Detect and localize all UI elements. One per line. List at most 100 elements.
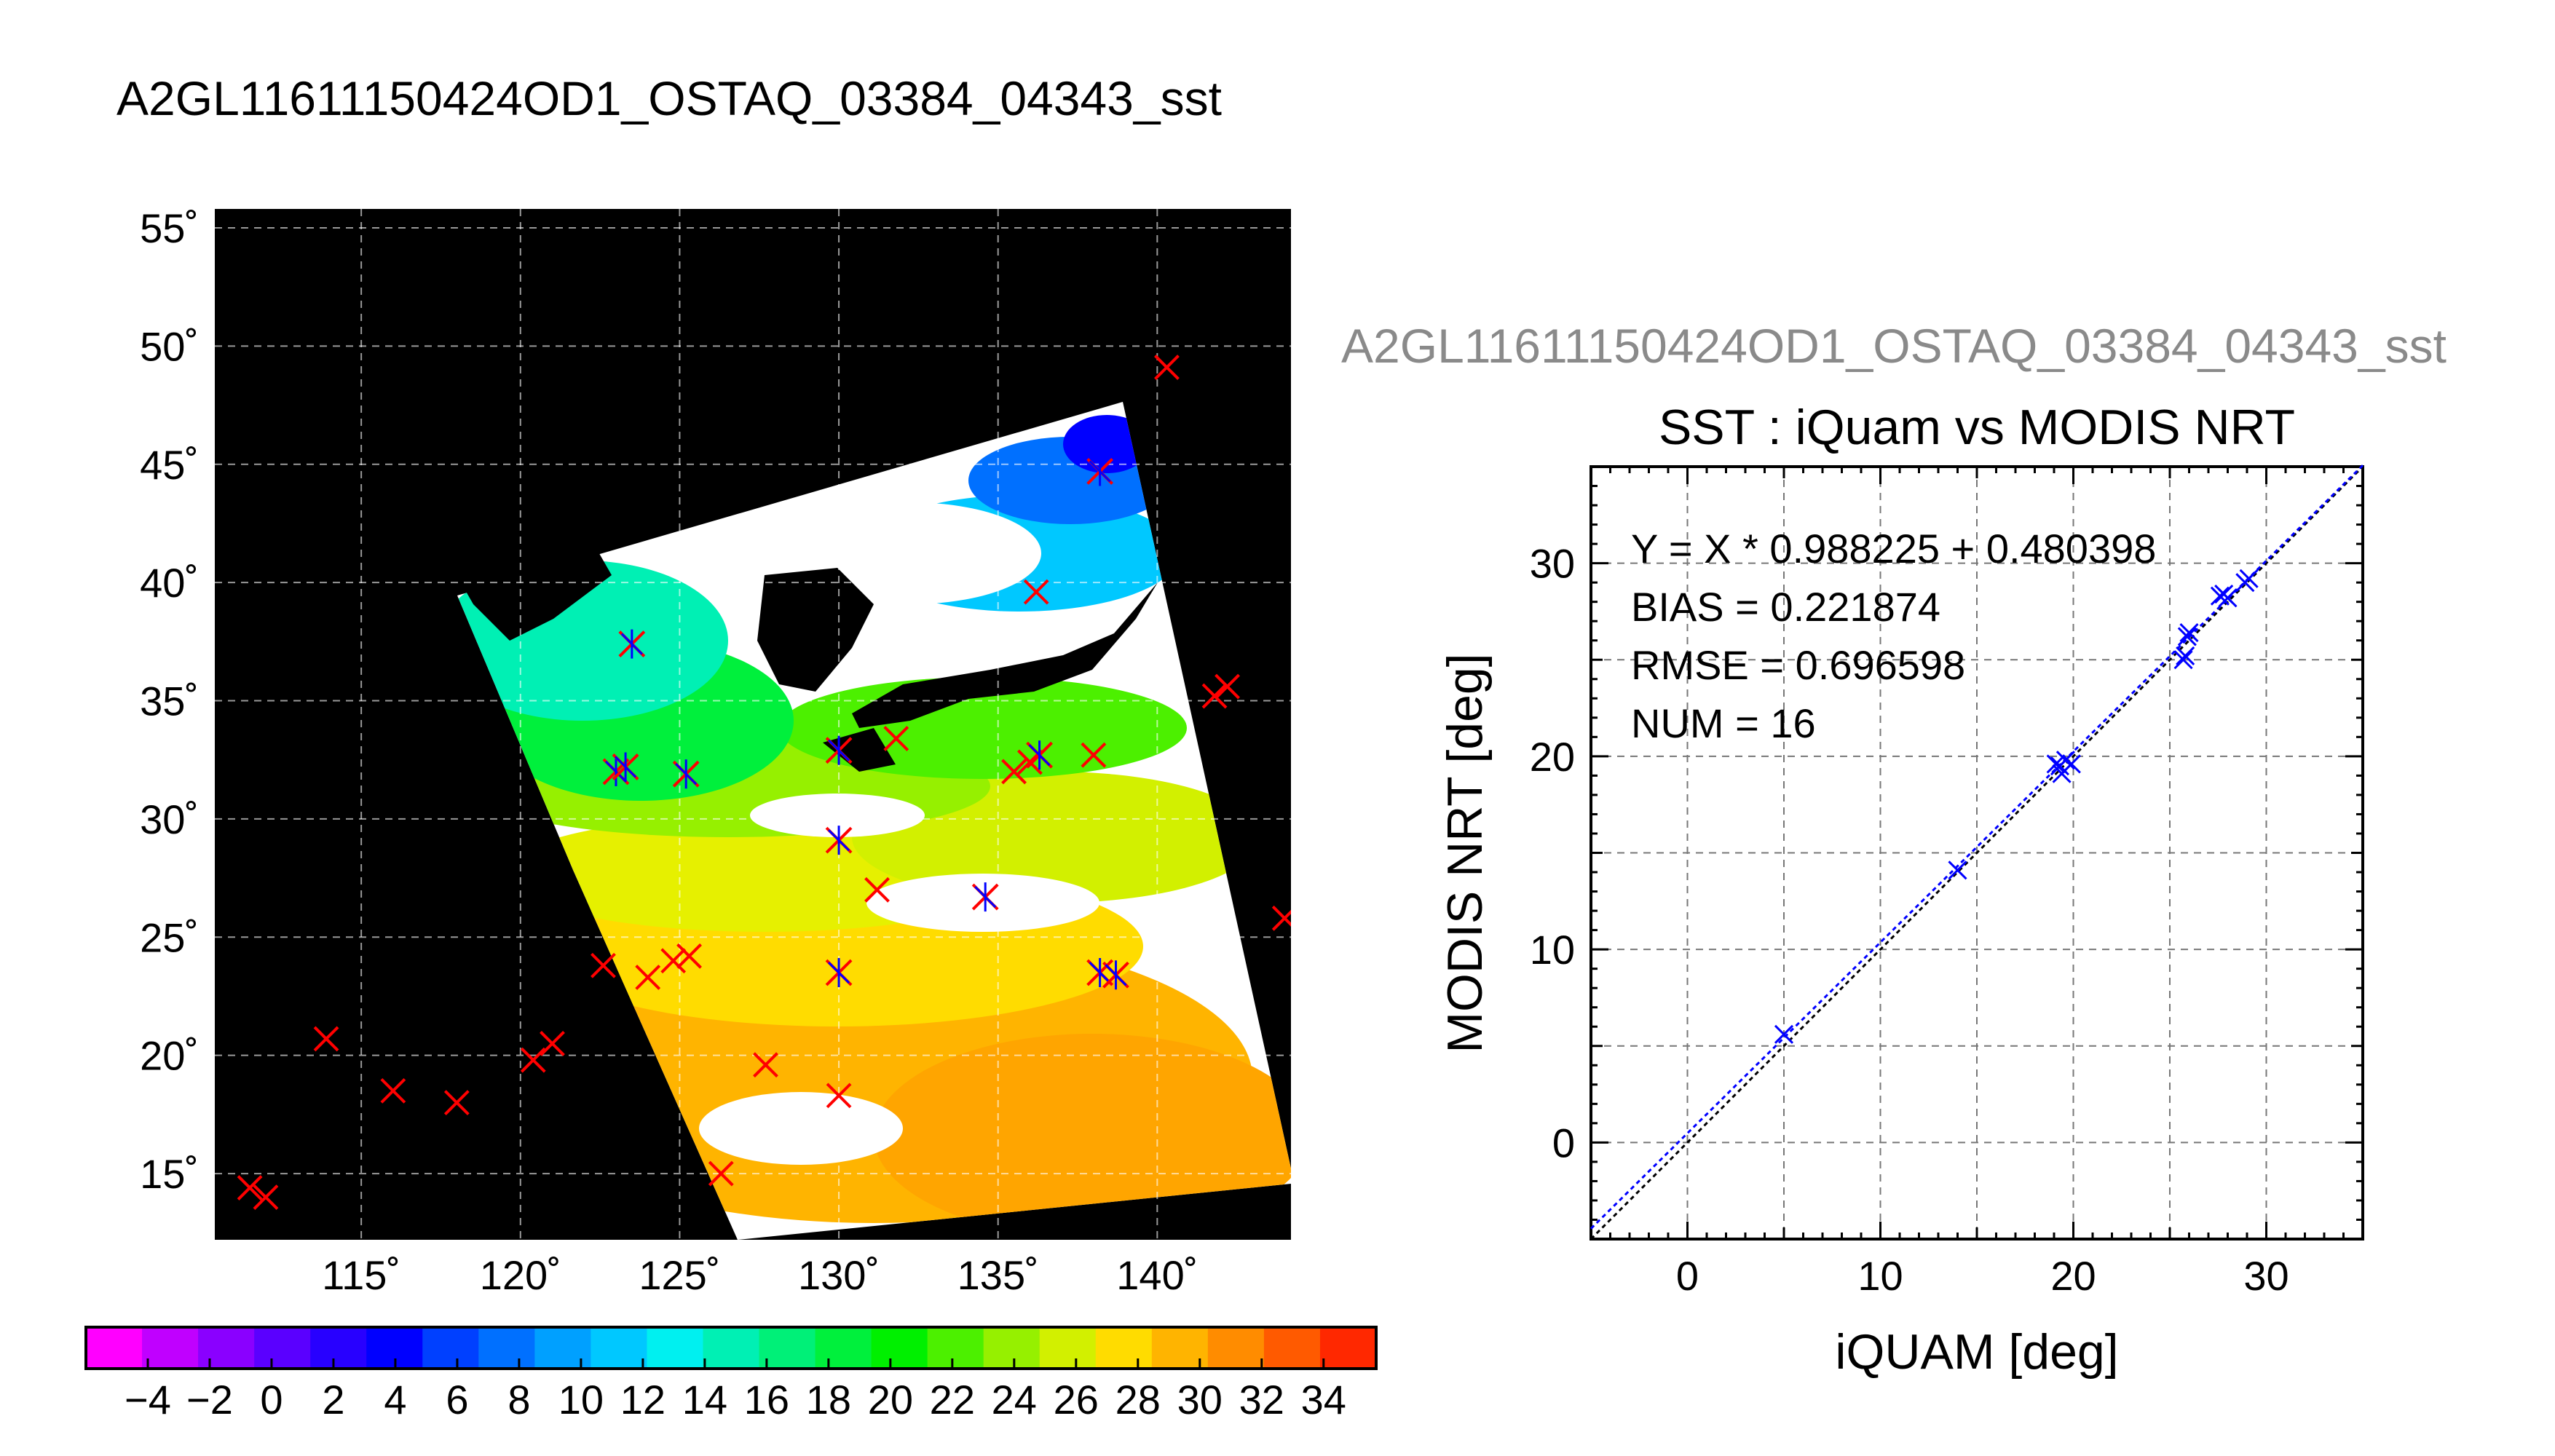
- colorbar-cell: [310, 1327, 367, 1369]
- colorbar-cell: [142, 1327, 199, 1369]
- map-point-unmatched-stroke: [1201, 683, 1228, 709]
- map-point-matched-star-stroke: [1028, 744, 1051, 767]
- map-point-unmatched: [253, 1184, 279, 1210]
- colorbar-cell: [1207, 1327, 1265, 1369]
- scatter-stat-line: Y = X * 0.988225 + 0.480398: [1631, 526, 2156, 571]
- map-point-matched-star: [1028, 740, 1051, 770]
- scatter-points: [1774, 569, 2259, 1044]
- map-point-unmatched: [1201, 683, 1228, 709]
- map-point-unmatched-stroke: [591, 952, 616, 978]
- map-point-unmatched-stroke: [237, 1175, 263, 1200]
- map-point-matched-star-stroke: [974, 886, 997, 909]
- map-y-tick-label: 40˚: [140, 560, 199, 606]
- map-point-matched-star: [604, 756, 628, 786]
- map-point-unmatched: [708, 1160, 734, 1187]
- scatter-x-tick-label: 20: [2050, 1253, 2096, 1299]
- scatter-point-stroke: [1774, 1024, 1794, 1044]
- scatter-point: [2061, 754, 2081, 774]
- map-y-tick-label: 30˚: [140, 796, 199, 842]
- colorbar-cell: [422, 1327, 479, 1369]
- land: [444, 510, 1158, 772]
- colorbar-cell: [534, 1327, 591, 1369]
- scatter-point: [2179, 623, 2199, 643]
- map-point-matched-star: [974, 882, 997, 912]
- colorbar-cell: [86, 1327, 143, 1369]
- colorbar-tick-label: 24: [992, 1377, 1037, 1423]
- map-point-matched-star-stroke: [1089, 460, 1111, 483]
- scatter-y-label: MODIS NRT [deg]: [1437, 653, 1493, 1053]
- map-y-tick-label: 25˚: [140, 914, 199, 960]
- colorbar-cell: [198, 1327, 255, 1369]
- map-point-matched-star-stroke: [615, 756, 637, 778]
- scatter-stat-line: NUM = 16: [1631, 700, 1816, 746]
- colorbar-tick-label: −4: [125, 1377, 171, 1423]
- map-x-tick-label: 115˚: [322, 1252, 400, 1298]
- map-point-unmatched-stroke: [520, 1047, 546, 1073]
- map-point-unmatched-stroke: [635, 965, 661, 990]
- colorbar-cell: [927, 1327, 984, 1369]
- map-point-matched-star-stroke: [620, 633, 643, 655]
- colorbar-cell: [1095, 1327, 1153, 1369]
- colorbar-cell: [1319, 1327, 1377, 1369]
- scatter-stats: Y = X * 0.988225 + 0.480398 BIAS = 0.2218…: [1631, 526, 2156, 746]
- colorbar-cell: [591, 1327, 647, 1369]
- map-point-unmatched: [313, 1026, 339, 1052]
- map-point-matched-star: [675, 759, 698, 789]
- scatter-point-stroke: [2046, 754, 2066, 774]
- colorbar-tick-label: 4: [384, 1377, 406, 1423]
- map-point-matched-star: [1089, 456, 1111, 486]
- map-x-tick-label: 120˚: [480, 1252, 561, 1298]
- map-point-matched-star: [1105, 960, 1127, 990]
- scatter-point-stroke: [2173, 650, 2193, 670]
- map-point-unmatched: [540, 1031, 565, 1056]
- map-point-matched-star-stroke: [828, 739, 850, 761]
- map-point-matched-star-stroke: [1089, 961, 1111, 984]
- scatter-point-stroke: [2177, 627, 2197, 646]
- scatter-point: [2176, 646, 2195, 666]
- scatter-ticks: 0 10 20 30 0 10 20 30: [1530, 465, 2364, 1299]
- map-x-tick-label: 125˚: [639, 1252, 720, 1298]
- colorbar-frame: [84, 1326, 1378, 1370]
- scatter-point-stroke: [2218, 588, 2238, 608]
- map-point-unmatched: [443, 1090, 470, 1116]
- colorbar: −4 −2 0 2 4 6 8 10 12 14 16 18 20 22 24 26 28 30 32 34: [84, 1326, 1378, 1423]
- map-point-unmatched-stroke: [253, 1184, 279, 1210]
- scatter-point-stroke: [2239, 569, 2259, 588]
- map-point-matched-star: [615, 752, 637, 782]
- scatter-stat-line: BIAS = 0.221874: [1631, 584, 1940, 630]
- colorbar-tick-label: 2: [322, 1377, 344, 1423]
- map-point-matched-star-stroke: [675, 763, 698, 786]
- map-point-unmatched: [864, 877, 890, 903]
- scatter-title: SST : iQuam vs MODIS NRT: [1659, 400, 2295, 455]
- map-point-unmatched-stroke: [826, 1083, 852, 1109]
- map-point-unmatched: [1081, 742, 1107, 768]
- map-y-tick-label: 15˚: [140, 1151, 199, 1197]
- map-point-unmatched: [1271, 905, 1291, 931]
- scatter-lines: [1590, 464, 2364, 1241]
- scatter-point: [1948, 860, 1967, 880]
- scatter-point-stroke: [2061, 754, 2081, 774]
- map-point-matched-star-stroke: [828, 961, 850, 984]
- map-point-unmatched: [520, 1047, 546, 1073]
- map-point-unmatched-stroke: [883, 726, 909, 751]
- map-x-tick-label: 130˚: [798, 1252, 880, 1298]
- scatter-y-tick-label: 20: [1530, 734, 1575, 780]
- colorbar-tick-label: −2: [186, 1377, 233, 1423]
- colorbar-tick-label: 10: [558, 1377, 604, 1423]
- colorbar-cell: [1039, 1327, 1097, 1369]
- map-markers: [237, 355, 1291, 1210]
- colorbar-tick-label: 14: [682, 1377, 727, 1423]
- map-point-matched-star: [828, 958, 850, 988]
- colorbar-tick-label: 26: [1054, 1377, 1099, 1423]
- sst-map: 115˚ 120˚ 125˚ 130˚ 135˚ 140˚ 15˚ 20˚ 25˚ 30˚ 35˚ 4…: [140, 205, 1291, 1298]
- map-point-unmatched: [1001, 759, 1027, 785]
- scatter-y-tick-label: 0: [1552, 1120, 1575, 1166]
- scatter-point: [2239, 569, 2259, 588]
- scatter-point-stroke: [2179, 623, 2199, 643]
- colorbar-cell: [478, 1327, 535, 1369]
- map-point-unmatched: [1215, 673, 1240, 700]
- map-point-unmatched: [635, 965, 661, 990]
- map-point-unmatched-stroke: [660, 948, 687, 974]
- colorbar-tick-label: 30: [1177, 1377, 1223, 1423]
